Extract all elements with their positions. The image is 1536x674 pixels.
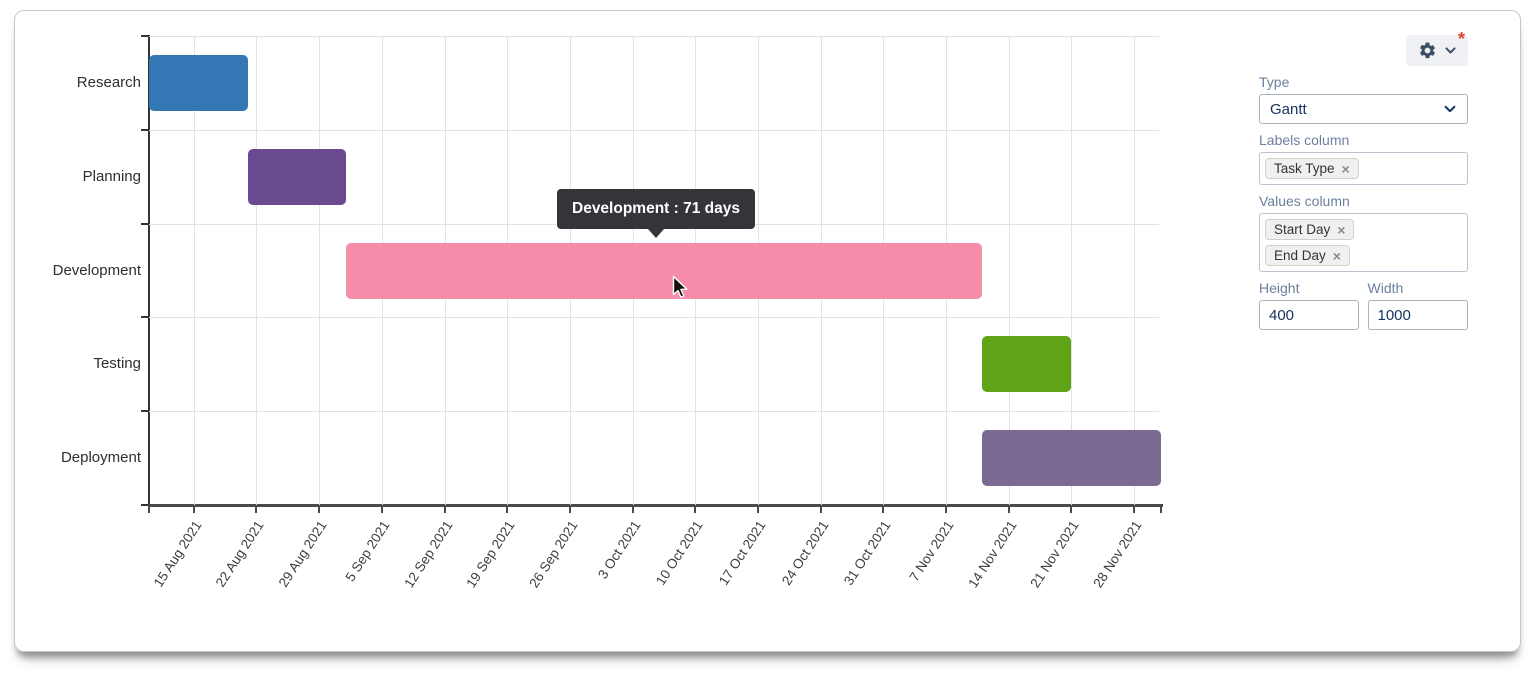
mouse-pointer-icon [672, 275, 688, 298]
gridline-vertical [319, 36, 321, 505]
chip-label: End Day [1274, 248, 1326, 263]
x-axis-tick [192, 505, 195, 513]
gridline-vertical [256, 36, 258, 505]
y-axis-tick [141, 316, 149, 319]
type-field-label: Type [1259, 74, 1290, 90]
gantt-bar-development[interactable] [346, 242, 982, 299]
x-axis-tick [819, 505, 822, 513]
type-select[interactable]: Gantt [1259, 94, 1468, 124]
chip-remove-icon[interactable]: × [1332, 247, 1341, 264]
gridline-horizontal [149, 317, 1159, 319]
x-axis-tick [380, 505, 383, 513]
height-field-label: Height [1259, 280, 1300, 296]
x-axis-tick [318, 505, 321, 513]
values-column-multiselect[interactable]: Start Day × End Day × [1259, 213, 1468, 272]
width-field-label: Width [1367, 280, 1404, 296]
labels-column-multiselect[interactable]: Task Type × [1259, 152, 1468, 185]
x-axis-tick [1007, 505, 1010, 513]
gantt-chart: Research Planning Development Testing Deploy… [15, 11, 1520, 651]
x-axis-tick [756, 505, 759, 513]
gridline-vertical [1134, 36, 1136, 505]
gridline-vertical [193, 36, 195, 505]
x-axis-tick [1070, 505, 1073, 513]
x-axis-tick [1133, 505, 1136, 513]
tooltip-arrow [647, 229, 664, 238]
settings-panel: * Type Gantt Labels column Task Type × V… [1259, 29, 1468, 330]
gridline-horizontal [149, 36, 1159, 37]
chip-task-type[interactable]: Task Type × [1265, 158, 1359, 179]
y-category-label: Planning [82, 167, 141, 185]
chip-label: Task Type [1274, 161, 1335, 176]
gridline-horizontal [149, 411, 1159, 413]
values-column-field-label: Values column [1259, 193, 1350, 209]
gridline-vertical [1008, 36, 1010, 505]
x-axis-tick [945, 505, 948, 513]
gantt-bar-planning[interactable] [247, 148, 346, 205]
gantt-bar-testing[interactable] [981, 336, 1072, 393]
y-axis-line [148, 35, 150, 505]
labels-column-field-label: Labels column [1259, 132, 1350, 148]
x-axis-tick [506, 505, 509, 513]
x-axis-line [149, 504, 1163, 507]
tooltip: Development : 71 days [557, 189, 755, 238]
chip-remove-icon[interactable]: × [1337, 221, 1346, 238]
y-category-label: Research [76, 73, 141, 91]
x-axis-tick [148, 505, 150, 513]
type-select-value: Gantt [1270, 100, 1307, 118]
y-axis-tick [141, 35, 149, 37]
x-axis-tick [255, 505, 258, 513]
gear-icon [1419, 42, 1435, 59]
chip-label: Start Day [1274, 222, 1331, 237]
x-axis-tick [568, 505, 571, 513]
chip-start-day[interactable]: Start Day × [1265, 219, 1355, 240]
x-axis-tick [443, 505, 446, 513]
chevron-down-icon [1444, 105, 1456, 113]
chart-macro-card: Research Planning Development Testing Deploy… [14, 10, 1521, 652]
settings-button[interactable]: * [1406, 29, 1468, 66]
x-axis-tick [631, 505, 634, 513]
chip-end-day[interactable]: End Day × [1265, 245, 1350, 266]
chip-remove-icon[interactable]: × [1341, 160, 1350, 177]
gantt-bar-deployment[interactable] [981, 430, 1161, 487]
gantt-bar-research[interactable] [149, 54, 248, 111]
y-axis-tick [141, 128, 149, 131]
y-category-label: Testing [93, 355, 141, 373]
width-input[interactable] [1367, 300, 1468, 330]
x-axis-tick [882, 505, 885, 513]
unsaved-changes-indicator: * [1457, 29, 1465, 49]
y-category-label: Deployment [60, 449, 141, 467]
y-axis-tick [141, 410, 149, 413]
tooltip-text: Development : 71 days [572, 200, 740, 217]
x-axis-tick [1160, 505, 1162, 513]
y-axis-tick [141, 222, 149, 225]
gridline-vertical [1071, 36, 1073, 505]
height-input[interactable] [1259, 300, 1359, 330]
y-category-label: Development [52, 261, 141, 279]
x-axis-tick [694, 505, 697, 513]
chevron-down-icon [1444, 47, 1456, 54]
gridline-horizontal [149, 129, 1159, 131]
y-axis-tick [141, 504, 149, 506]
